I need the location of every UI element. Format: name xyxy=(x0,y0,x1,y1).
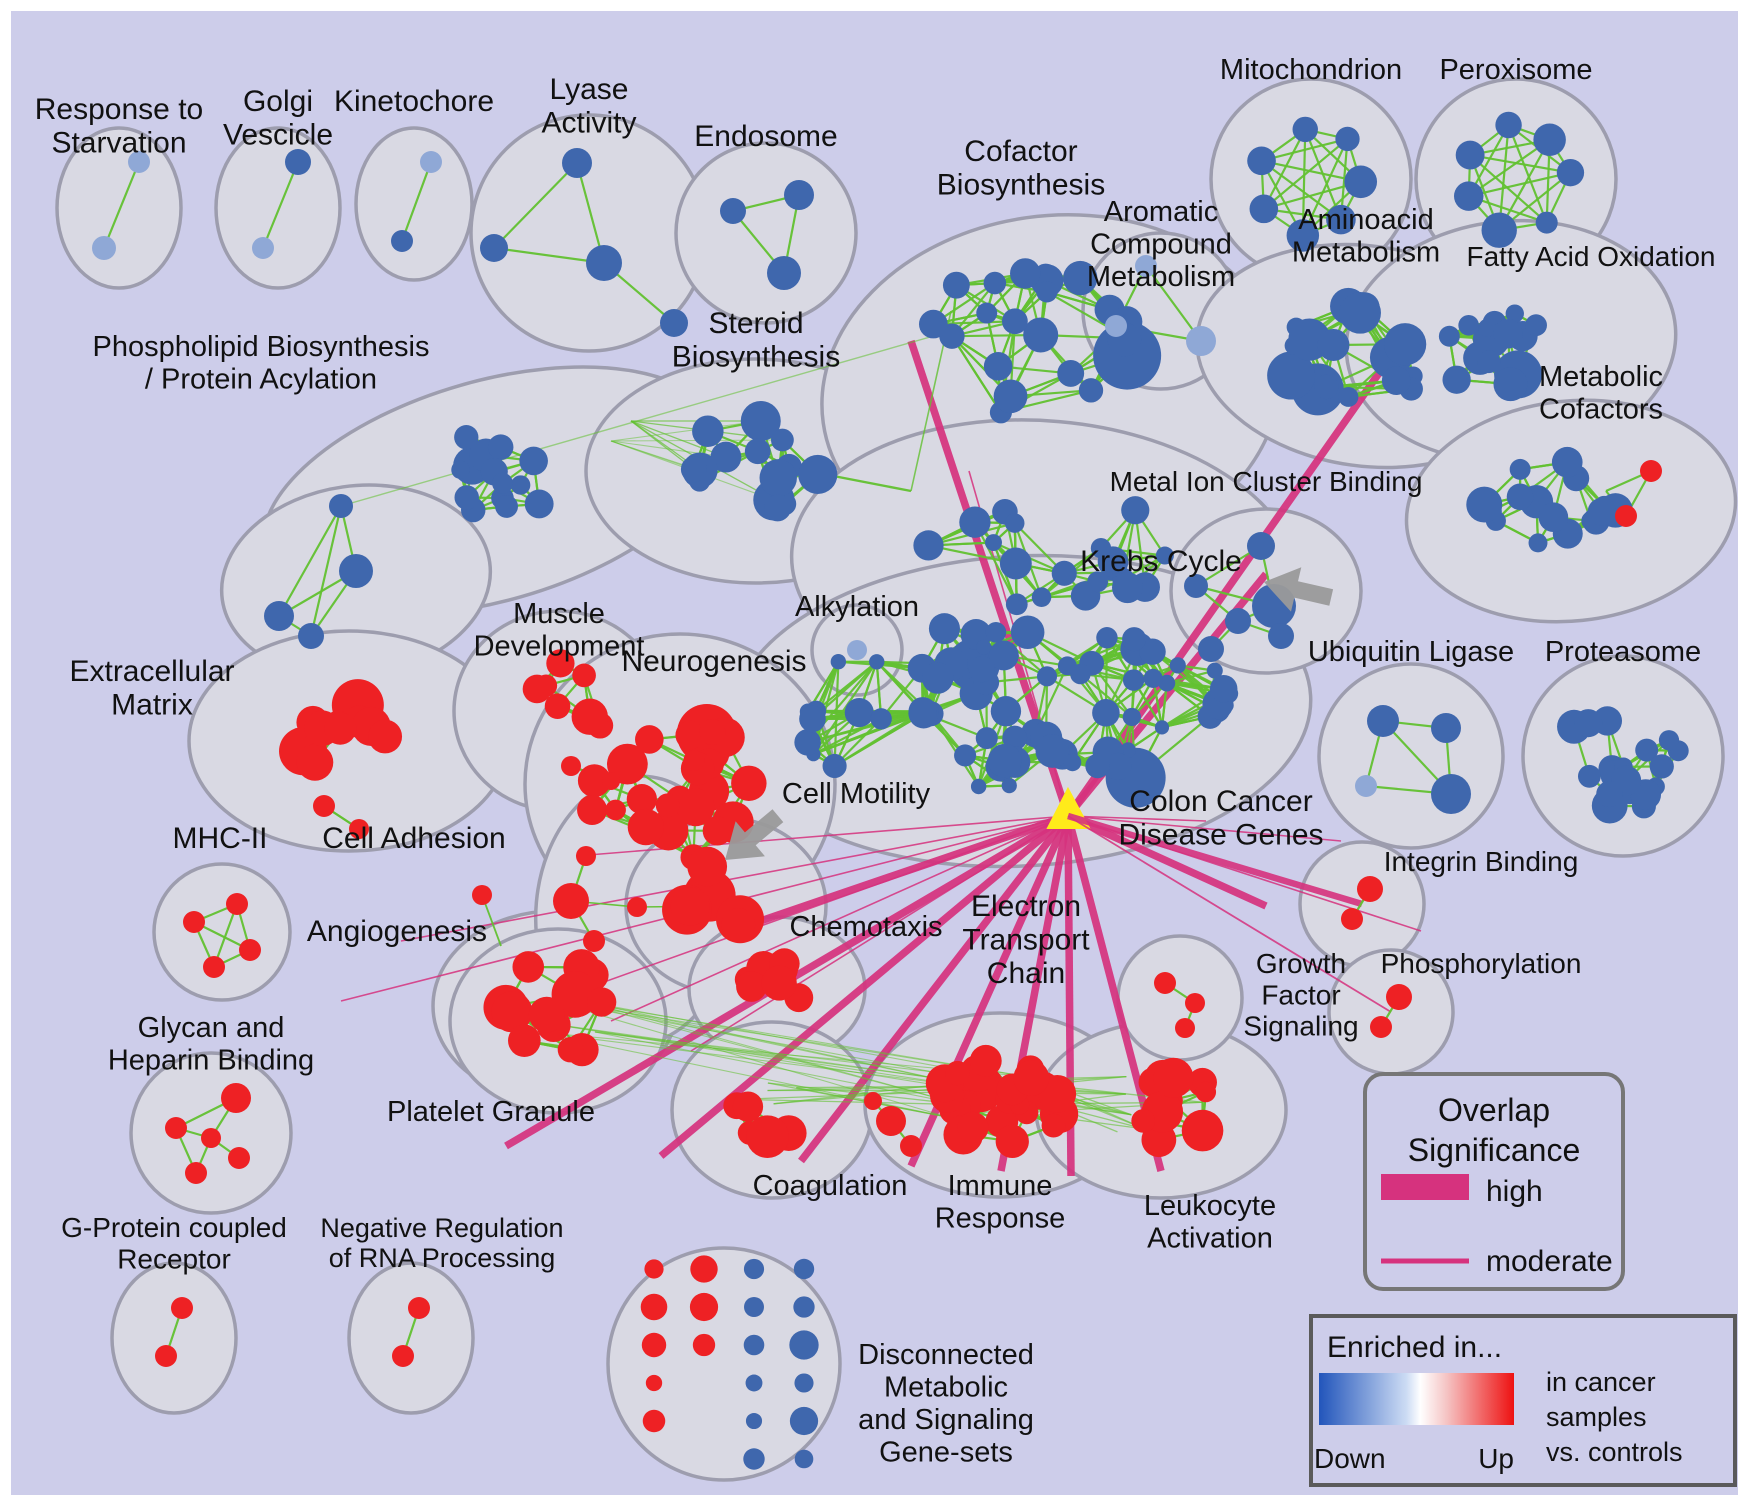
svg-text:Down: Down xyxy=(1314,1443,1386,1474)
svg-text:Platelet Granule: Platelet Granule xyxy=(387,1096,595,1128)
svg-text:vs. controls: vs. controls xyxy=(1546,1437,1683,1467)
svg-text:Up: Up xyxy=(1478,1443,1514,1474)
svg-text:Cell Motility: Cell Motility xyxy=(782,778,931,810)
svg-text:Enriched in...: Enriched in... xyxy=(1327,1331,1502,1364)
svg-text:Coagulation: Coagulation xyxy=(753,1170,908,1202)
svg-text:Metal Ion Cluster Binding: Metal Ion Cluster Binding xyxy=(1110,466,1423,497)
svg-text:Endosome: Endosome xyxy=(694,120,837,153)
svg-text:high: high xyxy=(1486,1175,1543,1208)
svg-text:Alkylation: Alkylation xyxy=(795,591,919,623)
svg-text:Phosphorylation: Phosphorylation xyxy=(1381,948,1582,979)
svg-text:Angiogenesis: Angiogenesis xyxy=(307,915,487,948)
svg-text:Chemotaxis: Chemotaxis xyxy=(789,911,942,943)
svg-text:Significance: Significance xyxy=(1408,1132,1581,1168)
svg-text:Ubiquitin Ligase: Ubiquitin Ligase xyxy=(1308,636,1514,668)
svg-text:Cell Adhesion: Cell Adhesion xyxy=(322,822,505,855)
svg-text:Phospholipid Biosynthesis/ Pro: Phospholipid Biosynthesis / Protein Acyla… xyxy=(93,331,430,395)
svg-text:Overlap: Overlap xyxy=(1438,1092,1550,1128)
svg-text:moderate: moderate xyxy=(1486,1245,1613,1278)
svg-text:Proteasome: Proteasome xyxy=(1545,636,1701,668)
svg-text:Mitochondrion: Mitochondrion xyxy=(1220,54,1402,86)
svg-text:MHC-II: MHC-II xyxy=(173,822,268,855)
svg-text:Integrin Binding: Integrin Binding xyxy=(1384,846,1579,877)
svg-text:Fatty Acid Oxidation: Fatty Acid Oxidation xyxy=(1466,241,1715,272)
svg-text:in cancer: in cancer xyxy=(1546,1367,1656,1397)
svg-text:samples: samples xyxy=(1546,1402,1647,1432)
svg-text:Krebs Cycle: Krebs Cycle xyxy=(1080,545,1242,578)
svg-text:Peroxisome: Peroxisome xyxy=(1439,54,1592,86)
svg-text:Neurogenesis: Neurogenesis xyxy=(621,645,806,678)
svg-text:Kinetochore: Kinetochore xyxy=(334,85,494,118)
